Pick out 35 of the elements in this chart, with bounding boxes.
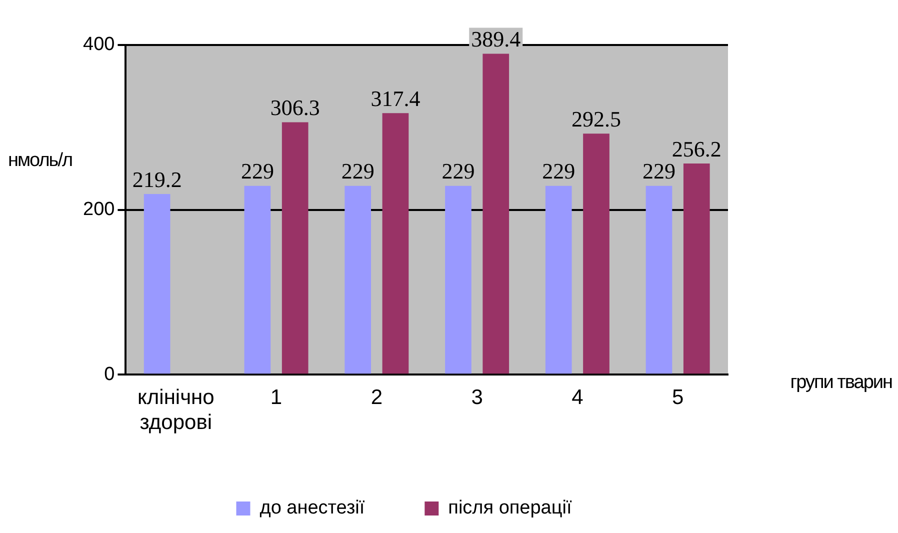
data-label: 229 bbox=[642, 158, 676, 184]
x-tick-label: клінічно здорові bbox=[137, 386, 214, 434]
x-axis-title: групи тварин bbox=[790, 372, 892, 394]
bar bbox=[545, 186, 572, 374]
bar bbox=[445, 186, 472, 374]
data-label: 219.2 bbox=[132, 166, 182, 192]
x-tick-label: 3 bbox=[471, 386, 483, 409]
data-label: 306.3 bbox=[270, 94, 320, 120]
data-label: 229 bbox=[341, 158, 374, 184]
legend-label: до анестезії bbox=[260, 498, 366, 519]
x-tick-label: 1 bbox=[270, 386, 282, 409]
bar bbox=[144, 194, 170, 374]
y-tick-label: 0 bbox=[104, 364, 115, 385]
x-tick-label: 4 bbox=[572, 386, 584, 409]
data-label: 229 bbox=[240, 158, 274, 184]
data-label: 229 bbox=[542, 158, 576, 184]
bar bbox=[382, 113, 409, 374]
data-label: 317.4 bbox=[370, 86, 420, 111]
data-label: 256.2 bbox=[672, 136, 722, 162]
data-label: 229 bbox=[442, 158, 475, 184]
bar bbox=[482, 54, 510, 374]
y-tick-label: 400 bbox=[83, 34, 115, 56]
data-label: 292.5 bbox=[571, 106, 621, 132]
bar bbox=[646, 186, 672, 374]
y-tick-label: 200 bbox=[83, 199, 115, 220]
data-label: 389.4 bbox=[471, 26, 521, 52]
bar bbox=[244, 186, 271, 374]
x-tick-label: 5 bbox=[672, 386, 684, 409]
bar bbox=[344, 186, 372, 374]
legend-label: після операції bbox=[448, 498, 572, 519]
bar bbox=[282, 122, 308, 374]
x-tick-label: 2 bbox=[370, 386, 382, 409]
y-axis-title: нмоль/л bbox=[8, 150, 72, 172]
bar bbox=[683, 163, 710, 374]
bar bbox=[583, 134, 610, 374]
